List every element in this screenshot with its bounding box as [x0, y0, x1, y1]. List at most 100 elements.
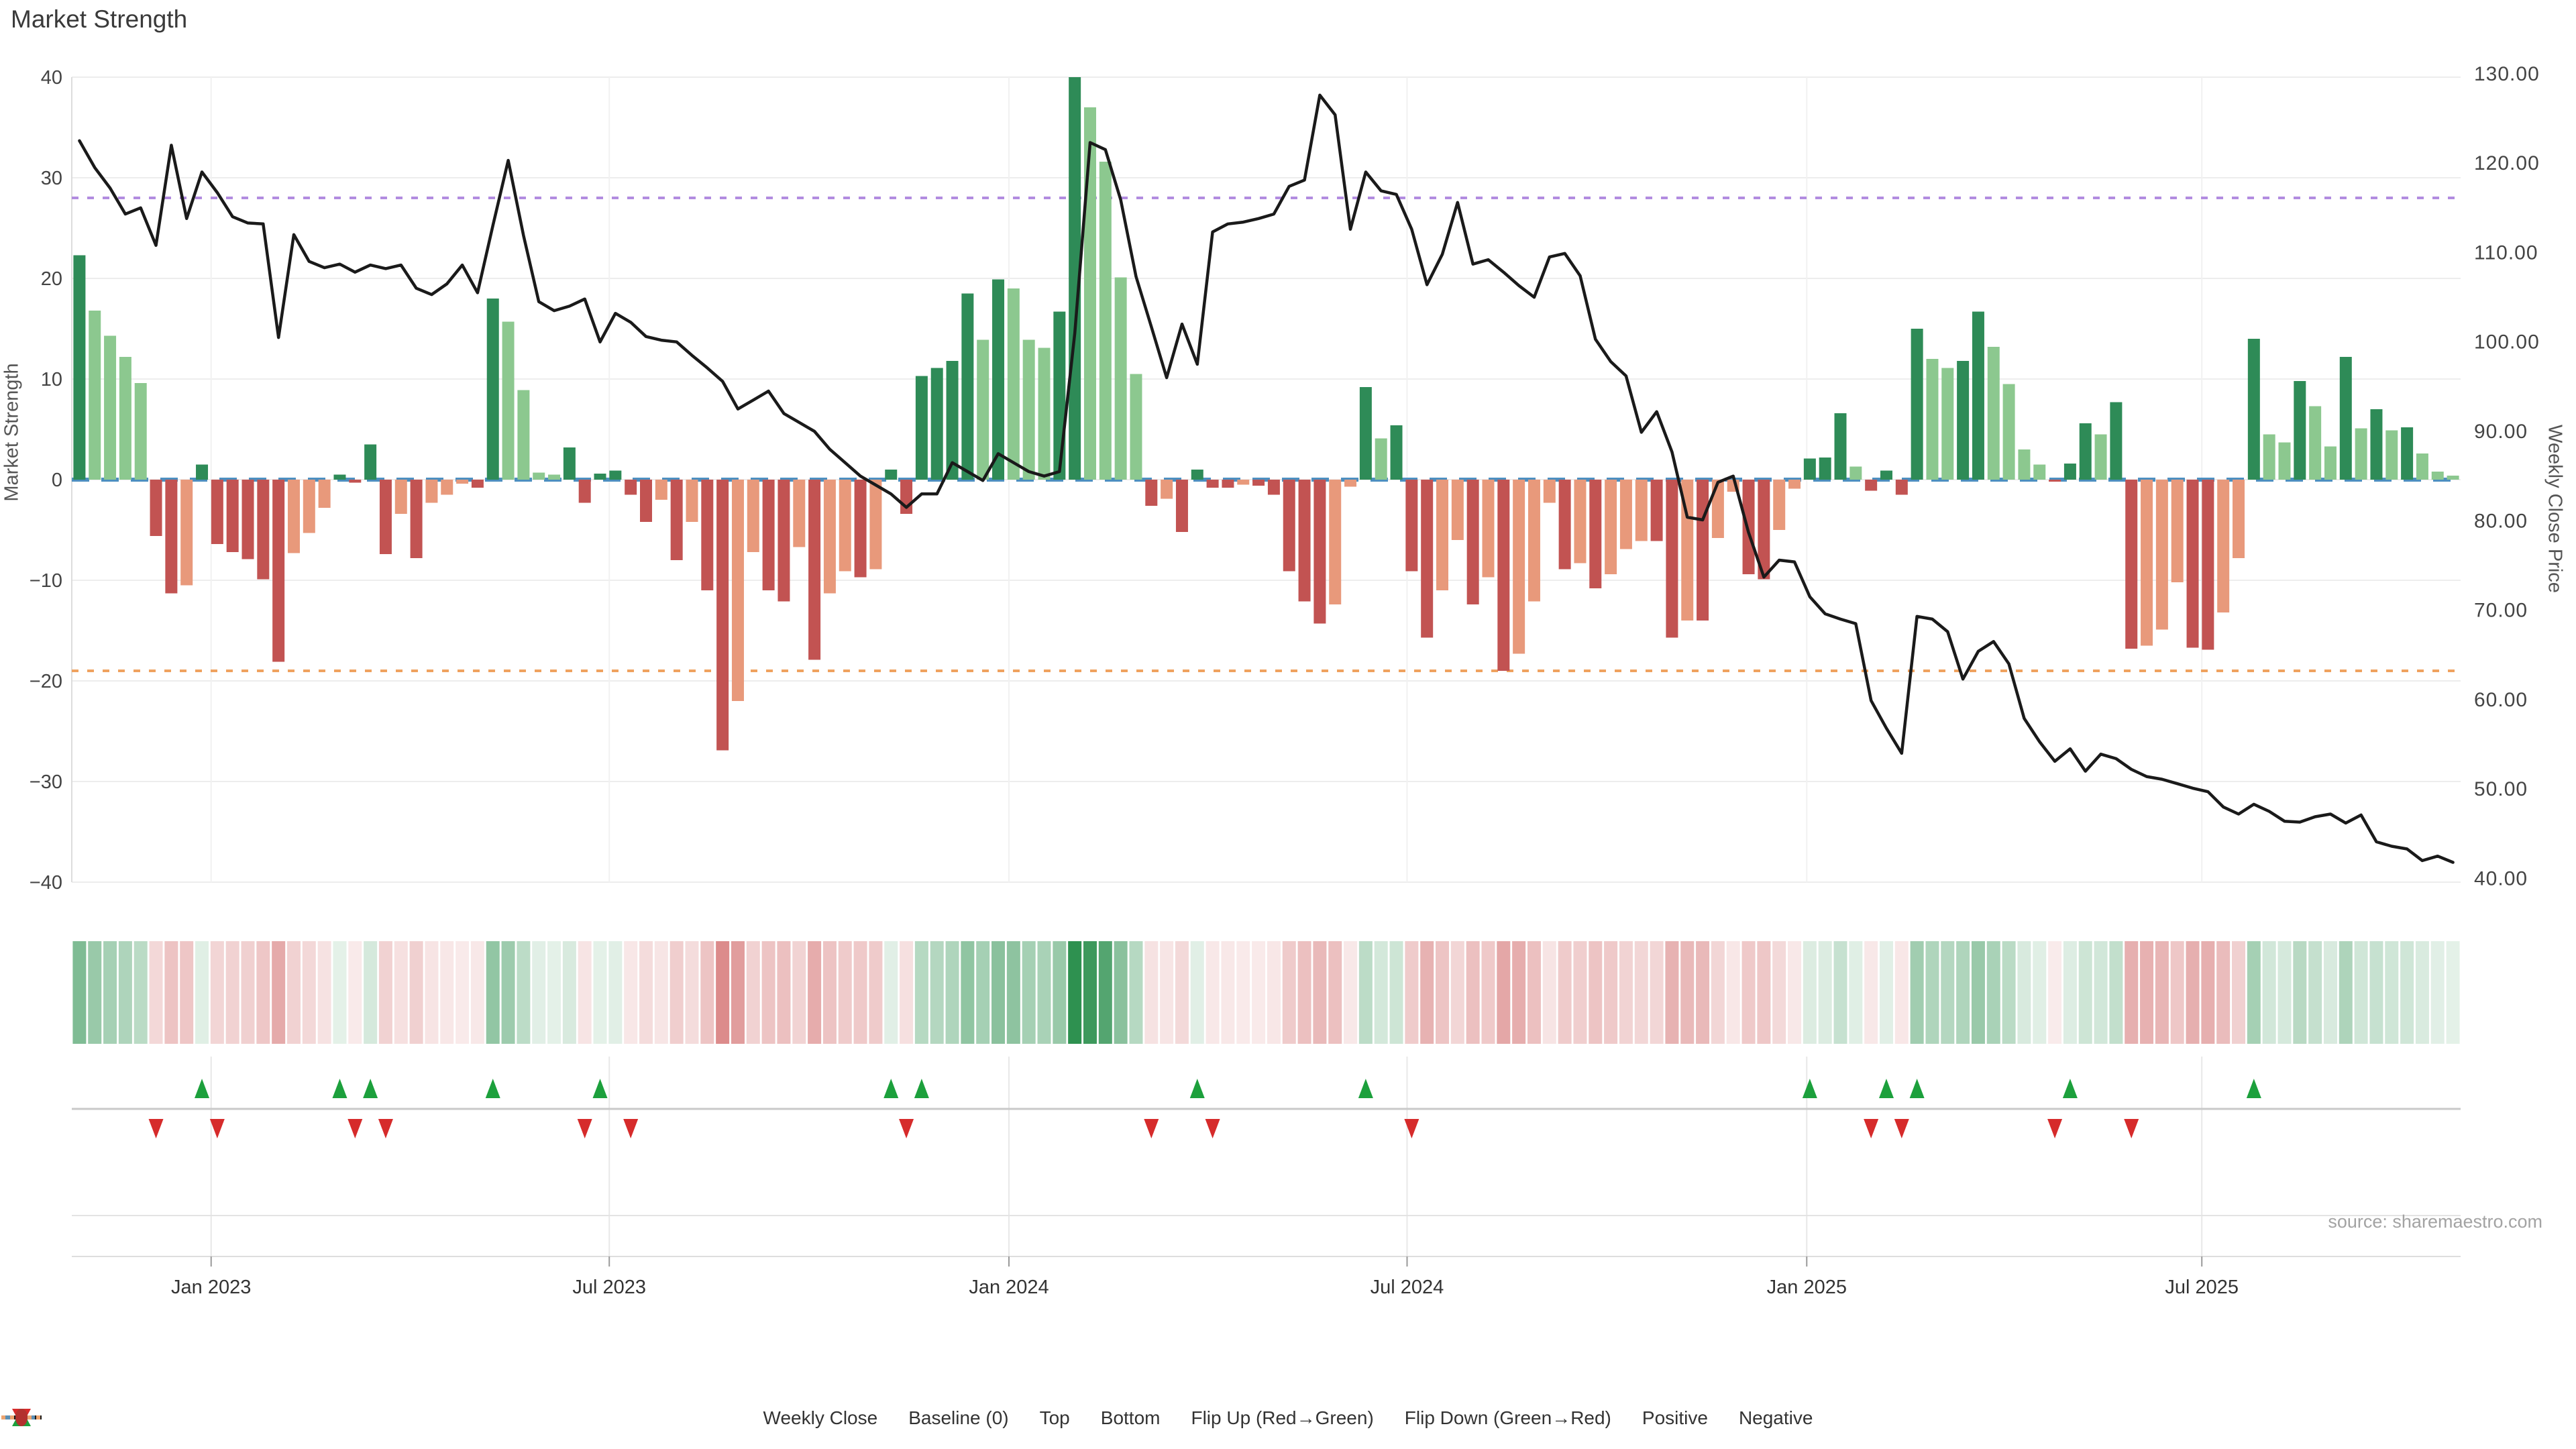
heatmap-cell — [272, 941, 286, 1044]
legend-label: Flip Up (Red→Green) — [1191, 1407, 1374, 1428]
flip-down-marker — [378, 1119, 393, 1138]
heatmap-cell — [72, 941, 87, 1044]
strength-bar — [1589, 480, 1602, 588]
strength-bar — [1114, 277, 1127, 480]
strength-bar — [1375, 438, 1387, 480]
heatmap-cell — [302, 941, 316, 1044]
left-tick-label: 40 — [41, 67, 62, 89]
strength-bar — [2186, 480, 2199, 648]
heatmap-cell — [853, 941, 867, 1044]
strength-bar — [1451, 480, 1464, 540]
strength-bar — [1083, 107, 1096, 480]
strength-bar — [73, 255, 86, 480]
heatmap-cell — [777, 941, 791, 1044]
heatmap-cell — [1481, 941, 1495, 1044]
heatmap-cell — [1665, 941, 1679, 1044]
flip-up-marker — [1189, 1079, 1205, 1098]
heatmap-cell — [900, 941, 914, 1044]
heatmap-cell — [1696, 941, 1710, 1044]
heatmap-cell — [532, 941, 546, 1044]
heatmap-cell — [808, 941, 822, 1044]
heatmap-cell — [1864, 941, 1878, 1044]
flip-up-marker — [592, 1079, 608, 1098]
strength-bar — [563, 447, 576, 480]
strength-bar — [1421, 480, 1434, 638]
right-tick-label: 90.00 — [2474, 421, 2528, 443]
heatmap-cell — [2170, 941, 2184, 1044]
strength-bar — [2401, 427, 2414, 480]
strength-bar — [1007, 288, 1020, 480]
heatmap-cell — [1022, 941, 1036, 1044]
strength-bar — [104, 335, 117, 480]
heatmap-cell — [1542, 941, 1556, 1044]
legend-item: Weekly Close — [1, 1407, 877, 1429]
heatmap-cell — [2078, 941, 2092, 1044]
heatmap-cell — [1527, 941, 1541, 1044]
strength-bar — [2339, 357, 2352, 480]
strength-bar — [1069, 77, 1081, 480]
heatmap-cell — [1986, 941, 2000, 1044]
heatmap-cell — [2323, 941, 2337, 1044]
strength-bars — [73, 77, 2459, 751]
strength-bar — [1972, 311, 1984, 480]
strength-bar — [977, 339, 989, 480]
flip-down-marker — [623, 1119, 639, 1138]
strength-bar — [272, 480, 285, 662]
heatmap-cell — [1497, 941, 1511, 1044]
heatmap-cell — [1436, 941, 1450, 1044]
strength-bar — [1175, 480, 1188, 532]
x-tick-label: Jan 2024 — [969, 1277, 1049, 1298]
heatmap-cell — [2277, 941, 2292, 1044]
strength-bar — [961, 293, 974, 480]
heatmap-cell — [976, 941, 990, 1044]
flip-up-marker — [1802, 1079, 1817, 1098]
heatmap-cell — [2186, 941, 2200, 1044]
heatmap-cell — [2125, 941, 2139, 1044]
strength-bar — [609, 470, 622, 480]
strength-bar — [349, 480, 362, 483]
heatmap-cell — [669, 941, 684, 1044]
heatmap-cell — [639, 941, 653, 1044]
strength-bar — [1619, 480, 1632, 549]
strength-bar — [241, 480, 254, 559]
strength-bar — [777, 480, 790, 602]
strength-bar — [1130, 374, 1142, 480]
heatmap-cell — [2216, 941, 2231, 1044]
flip-up-marker — [485, 1079, 500, 1098]
heatmap-cell — [2140, 941, 2154, 1044]
legend-dashed-line-icon — [1, 1415, 42, 1419]
strength-bar — [762, 480, 775, 590]
heatmap-cell — [1236, 941, 1250, 1044]
strength-bar — [686, 480, 698, 522]
heatmap-cell — [2017, 941, 2031, 1044]
strength-bar — [2247, 339, 2260, 480]
heatmap-cell — [2048, 941, 2062, 1044]
flip-up-marker — [1358, 1079, 1373, 1098]
heatmap-cell — [1144, 941, 1159, 1044]
strength-bar — [1558, 480, 1571, 570]
strength-bar — [1161, 480, 1173, 499]
flip-up-marker — [2062, 1079, 2078, 1098]
strength-bar — [441, 480, 453, 495]
strength-bar — [1666, 480, 1678, 638]
strength-bar — [1359, 387, 1372, 480]
heatmap-cell — [1833, 941, 1847, 1044]
heatmap-cell — [2369, 941, 2383, 1044]
right-tick-label: 50.00 — [2474, 778, 2528, 800]
left-tick-label: −30 — [30, 771, 62, 793]
heatmap-cell — [1772, 941, 1786, 1044]
reference-lines — [72, 197, 2461, 672]
heatmap-cell — [394, 941, 408, 1044]
legend-label: Flip Down (Green→Red) — [1404, 1407, 1611, 1428]
strength-bar — [808, 480, 821, 660]
strength-bar — [793, 480, 806, 547]
strength-bar — [379, 480, 392, 554]
heatmap-cell — [930, 941, 944, 1044]
flip-up-marker — [2246, 1079, 2261, 1098]
left-tick-label: 0 — [52, 470, 62, 491]
strength-bar — [1788, 480, 1801, 489]
heatmap-cell — [2033, 941, 2047, 1044]
heatmap-cell — [455, 941, 470, 1044]
heatmap-cell — [716, 941, 730, 1044]
heatmap-cell — [2354, 941, 2368, 1044]
